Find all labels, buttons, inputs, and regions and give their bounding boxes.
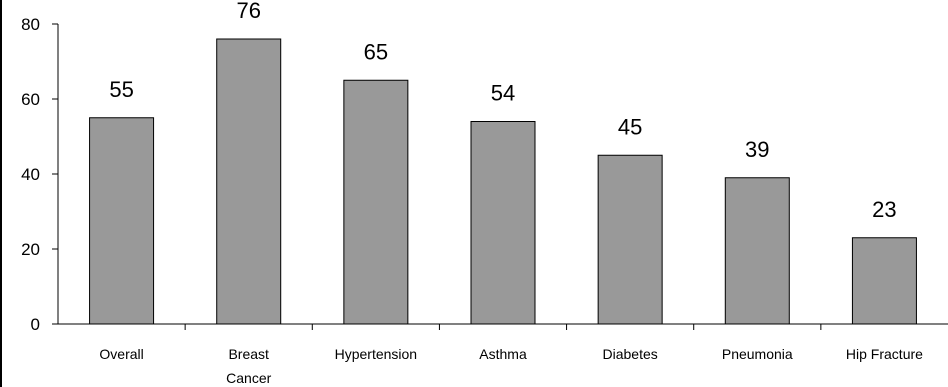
x-category-label: Breast <box>228 346 269 362</box>
bar-2 <box>216 38 282 325</box>
data-label: 54 <box>491 81 515 106</box>
y-tick-label: 80 <box>21 15 40 34</box>
data-label: 55 <box>109 77 133 102</box>
bar-5 <box>597 154 663 325</box>
bar-4 <box>470 121 536 325</box>
bar-3 <box>343 79 409 325</box>
x-category-label: Cancer <box>226 370 271 386</box>
y-tick-label: 20 <box>21 240 40 259</box>
x-category-label: Diabetes <box>603 346 658 362</box>
bar-1 <box>89 117 155 325</box>
x-category-label: Asthma <box>479 346 527 362</box>
data-label: 65 <box>364 39 388 64</box>
data-label: 45 <box>618 114 642 139</box>
x-category-label: Hypertension <box>335 346 418 362</box>
bar-6 <box>724 177 790 325</box>
data-label: 23 <box>872 197 896 222</box>
x-category-label: Pneumonia <box>722 346 793 362</box>
y-tick-label: 0 <box>31 315 40 334</box>
bar-7 <box>851 237 917 325</box>
y-tick-label: 40 <box>21 165 40 184</box>
x-category-label: Hip Fracture <box>846 346 923 362</box>
data-label: 39 <box>745 137 769 162</box>
y-tick-label: 60 <box>21 90 40 109</box>
data-label: 76 <box>236 0 260 23</box>
x-category-label: Overall <box>99 346 143 362</box>
